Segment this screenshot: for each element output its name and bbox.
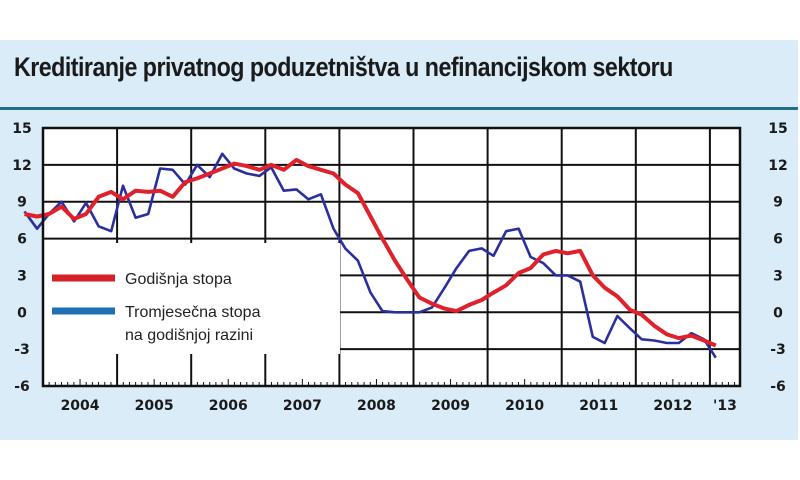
legend-label-annual: Godišnja stopa (125, 271, 232, 288)
y-tick-label: 15 (12, 121, 31, 137)
y-tick-label: 9 (773, 195, 783, 211)
legend: Godišnja stopa Tromjesečna stopa na godi… (44, 243, 340, 354)
x-tick-label: 2012 (653, 398, 692, 414)
y-tick-label: 3 (17, 268, 27, 284)
plot-frame (41, 126, 742, 388)
x-tick-label: 2011 (579, 398, 618, 414)
y-tick-label: 12 (768, 158, 787, 174)
y-tick-label: -3 (770, 342, 786, 358)
y-tick-label: 9 (17, 195, 27, 211)
y-tick-label: -6 (770, 379, 786, 395)
title-divider (0, 107, 798, 110)
x-tick-label: '13 (713, 398, 737, 414)
y-axis-left: 15 12 9 6 3 0 -3 -6 (12, 121, 31, 395)
chart-title: Kreditiranje privatnog poduzetništva u n… (14, 52, 673, 82)
legend-label-quarterly: Tromjesečna stopa (125, 304, 261, 321)
legend-background (44, 243, 340, 354)
x-tick-label: 2007 (283, 398, 322, 414)
x-tick-label: 2010 (505, 398, 544, 414)
x-tick-label: 2005 (135, 398, 174, 414)
y-tick-label: 3 (773, 268, 783, 284)
y-tick-label: 0 (773, 305, 783, 321)
x-tick-label: 2004 (61, 398, 100, 414)
series-annual-rate (24, 157, 717, 348)
y-tick-label: 6 (773, 232, 783, 248)
legend-label-quarterly-line2: na godišnjoj razini (125, 327, 253, 344)
x-tick-label: 2009 (431, 398, 470, 414)
y-tick-label: 12 (12, 158, 31, 174)
y-tick-label: -6 (14, 379, 30, 395)
x-axis: 2004 2005 2006 2007 2008 2009 2010 2011 2012 '13 (61, 398, 737, 414)
data-series (23, 152, 717, 359)
x-tick-label: 2006 (209, 398, 248, 414)
y-tick-label: 6 (17, 232, 27, 248)
y-tick-label: 15 (768, 121, 787, 137)
y-axis-right: 15 12 9 6 3 0 -3 -6 (768, 121, 787, 395)
x-tick-label: 2008 (357, 398, 396, 414)
y-tick-label: 0 (17, 305, 27, 321)
series-quarterly-annualized-rate (23, 152, 717, 359)
y-tick-label: -3 (14, 342, 30, 358)
